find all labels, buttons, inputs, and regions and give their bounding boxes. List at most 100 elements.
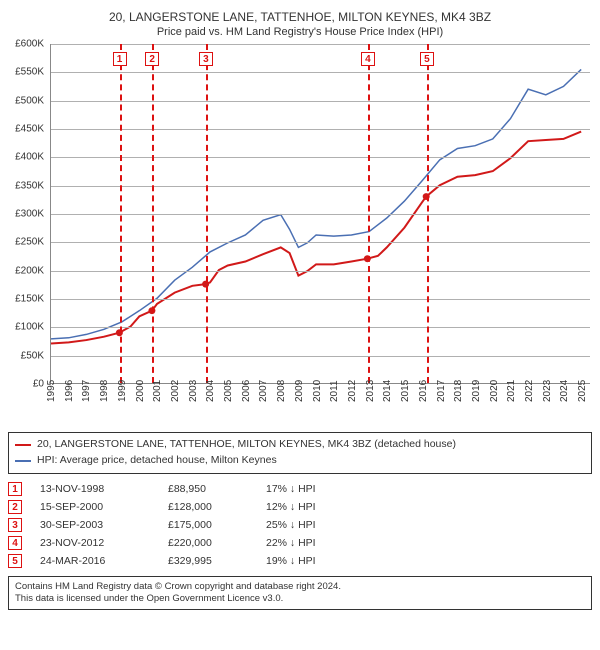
legend-label: 20, LANGERSTONE LANE, TATTENHOE, MILTON … [37,437,456,453]
x-tick-label: 2021 [506,380,517,402]
y-tick-label: £600K [15,39,44,50]
legend-label: HPI: Average price, detached house, Milt… [37,453,277,469]
sale-row: 3 30-SEP-2003 £175,000 25% ↓ HPI [8,516,592,534]
y-axis: £0£50K£100K£150K£200K£250K£300K£350K£400… [8,44,48,384]
x-tick-label: 2007 [258,380,269,402]
sale-marker-label: 3 [199,52,213,66]
y-tick-label: £150K [15,294,44,305]
y-tick-label: £0 [33,379,44,390]
x-tick-label: 2006 [241,380,252,402]
sale-index: 2 [8,500,22,514]
sale-price: £88,950 [168,483,248,495]
legend-swatch [15,444,31,446]
x-tick-label: 2014 [382,380,393,402]
sale-marker-line [368,44,370,383]
x-tick-label: 2011 [329,380,340,402]
sale-marker-label: 5 [420,52,434,66]
sale-row: 2 15-SEP-2000 £128,000 12% ↓ HPI [8,498,592,516]
y-tick-label: £300K [15,209,44,220]
sale-index: 5 [8,554,22,568]
y-tick-label: £400K [15,152,44,163]
gridline [51,271,590,272]
sale-price: £329,995 [168,555,248,567]
gridline [51,129,590,130]
x-tick-label: 2022 [524,380,535,402]
y-tick-label: £550K [15,67,44,78]
x-tick-label: 2023 [542,380,553,402]
x-tick-label: 2016 [418,380,429,402]
y-tick-label: £450K [15,124,44,135]
chart-subtitle: Price paid vs. HM Land Registry's House … [8,26,592,38]
x-tick-label: 2009 [294,380,305,402]
y-tick-label: £100K [15,322,44,333]
x-tick-label: 2015 [400,380,411,402]
sale-price: £220,000 [168,537,248,549]
x-tick-label: 2025 [577,380,588,402]
chart-title: 20, LANGERSTONE LANE, TATTENHOE, MILTON … [8,10,592,24]
sale-date: 24-MAR-2016 [40,555,150,567]
footer-line-2: This data is licensed under the Open Gov… [15,593,585,605]
sale-index: 3 [8,518,22,532]
y-tick-label: £500K [15,95,44,106]
x-tick-label: 2013 [365,380,376,402]
sale-row: 4 23-NOV-2012 £220,000 22% ↓ HPI [8,534,592,552]
gridline [51,72,590,73]
sale-row: 524-MAR-2016£329,99519% ↓ HPI [8,552,592,570]
plot-area: 1 2 3 4 5 [50,44,590,384]
x-tick-label: 1996 [64,380,75,402]
sale-hpi-delta: 22% ↓ HPI [266,537,356,549]
sale-date: 13-NOV-1998 [40,483,150,495]
gridline [51,186,590,187]
legend-item: HPI: Average price, detached house, Milt… [15,453,585,469]
sale-marker-line [120,44,122,383]
sale-marker-line [152,44,154,383]
x-tick-label: 2003 [188,380,199,402]
chart-area: £0£50K£100K£150K£200K£250K£300K£350K£400… [8,44,592,424]
sale-date: 23-NOV-2012 [40,537,150,549]
x-tick-label: 2001 [152,380,163,402]
x-tick-label: 1999 [117,380,128,402]
series-price_paid [51,132,581,344]
gridline [51,101,590,102]
x-tick-label: 2004 [205,380,216,402]
legend-item: 20, LANGERSTONE LANE, TATTENHOE, MILTON … [15,437,585,453]
x-tick-label: 2019 [471,380,482,402]
x-tick-label: 1998 [99,380,110,402]
sale-price: £175,000 [168,519,248,531]
gridline [51,44,590,45]
sale-marker-label: 2 [145,52,159,66]
gridline [51,356,590,357]
sale-hpi-delta: 17% ↓ HPI [266,483,356,495]
sale-date: 15-SEP-2000 [40,501,150,513]
gridline [51,157,590,158]
gridline [51,214,590,215]
sales-table: 113-NOV-1998£88,95017% ↓ HPI215-SEP-2000… [8,480,592,570]
sale-marker-line [206,44,208,383]
sale-row: 113-NOV-1998£88,95017% ↓ HPI [8,480,592,498]
gridline [51,327,590,328]
x-tick-label: 1995 [46,380,57,402]
sale-marker-label: 1 [113,52,127,66]
sale-hpi-delta: 25% ↓ HPI [266,519,356,531]
y-tick-label: £50K [21,350,44,361]
sale-marker-label: 4 [361,52,375,66]
x-axis: 1995199619971998199920002001200220032004… [50,386,590,422]
gridline [51,242,590,243]
sale-price: £128,000 [168,501,248,513]
sale-date: 30-SEP-2003 [40,519,150,531]
legend-swatch [15,460,31,462]
x-tick-label: 2000 [135,380,146,402]
y-tick-label: £350K [15,180,44,191]
x-tick-label: 2024 [559,380,570,402]
x-tick-label: 2005 [223,380,234,402]
legend-box: 20, LANGERSTONE LANE, TATTENHOE, MILTON … [8,432,592,474]
copyright-footer: Contains HM Land Registry data © Crown c… [8,576,592,611]
x-tick-label: 2020 [489,380,500,402]
x-tick-label: 2002 [170,380,181,402]
x-tick-label: 2018 [453,380,464,402]
sale-index: 4 [8,536,22,550]
x-tick-label: 2012 [347,380,358,402]
gridline [51,299,590,300]
y-tick-label: £250K [15,237,44,248]
sale-hpi-delta: 12% ↓ HPI [266,501,356,513]
